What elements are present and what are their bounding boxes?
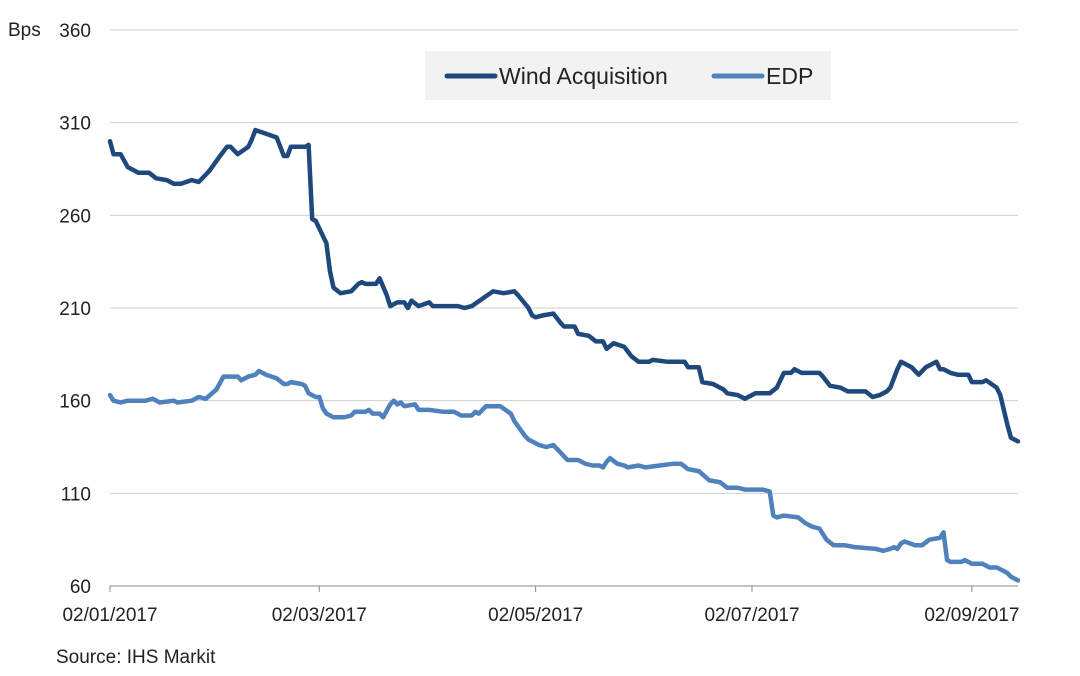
- y-tick-label: 360: [59, 21, 91, 42]
- series-line-wind-acquisition: [107, 127, 1021, 444]
- x-tick-label: 02/03/2017: [272, 605, 367, 626]
- y-axis-tick-labels: 60 110 160 210 260 310 360: [59, 21, 91, 598]
- x-tick-label: 02/09/2017: [924, 605, 1019, 626]
- legend-label-wind-acquisition: Wind Acquisition: [499, 63, 668, 89]
- y-tick-label: 160: [59, 392, 91, 413]
- source-note: Source: IHS Markit: [56, 647, 216, 668]
- legend-label-edp: EDP: [766, 63, 813, 89]
- y-tick-label: 310: [59, 114, 91, 135]
- x-tick-label: 02/05/2017: [488, 605, 583, 626]
- legend: Wind Acquisition EDP: [425, 51, 831, 100]
- y-axis-label: Bps: [8, 20, 41, 41]
- gridlines: [110, 29, 1018, 494]
- x-tick-label: 02/01/2017: [62, 605, 157, 626]
- series-line-edp: [107, 368, 1021, 583]
- y-tick-label: 260: [59, 206, 91, 227]
- y-tick-label: 210: [59, 299, 91, 320]
- y-tick-label: 60: [70, 577, 91, 598]
- x-axis-tick-labels: 02/01/2017 02/03/2017 02/05/2017 02/07/2017…: [62, 586, 1019, 626]
- x-tick-label: 02/07/2017: [704, 605, 799, 626]
- y-tick-label: 110: [61, 484, 91, 505]
- series-layer: [107, 127, 1021, 583]
